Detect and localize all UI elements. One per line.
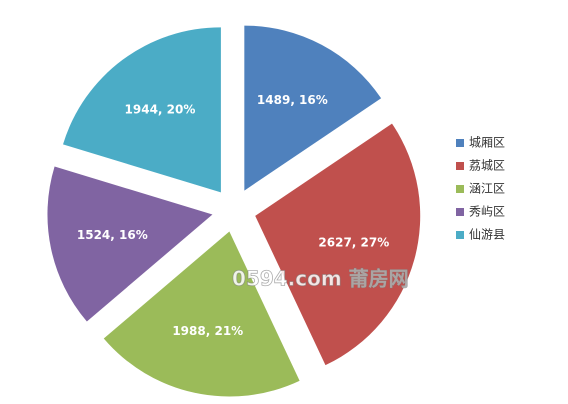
legend-swatch	[456, 139, 464, 147]
legend-swatch	[456, 208, 464, 216]
legend-swatch	[456, 185, 464, 193]
data-label: 1944, 20%	[125, 103, 196, 117]
legend-swatch	[456, 162, 464, 170]
pie-slice	[47, 166, 213, 322]
legend-label: 城厢区	[469, 136, 505, 150]
legend-label: 荔城区	[469, 159, 505, 173]
data-label: 1489, 16%	[257, 93, 328, 107]
pie-slice	[244, 25, 382, 191]
pie-slice	[255, 123, 421, 366]
data-label: 2627, 27%	[318, 236, 389, 250]
legend-label: 秀屿区	[469, 205, 505, 219]
legend-label: 涵江区	[469, 182, 505, 196]
pie-slice	[103, 231, 300, 397]
data-label: 1524, 16%	[77, 228, 148, 242]
watermark: 0594.com 莆房网	[232, 267, 409, 291]
pie-slice	[63, 27, 221, 193]
data-label: 1988, 21%	[172, 324, 243, 338]
legend-label: 仙游县	[469, 228, 505, 242]
legend-swatch	[456, 231, 464, 239]
